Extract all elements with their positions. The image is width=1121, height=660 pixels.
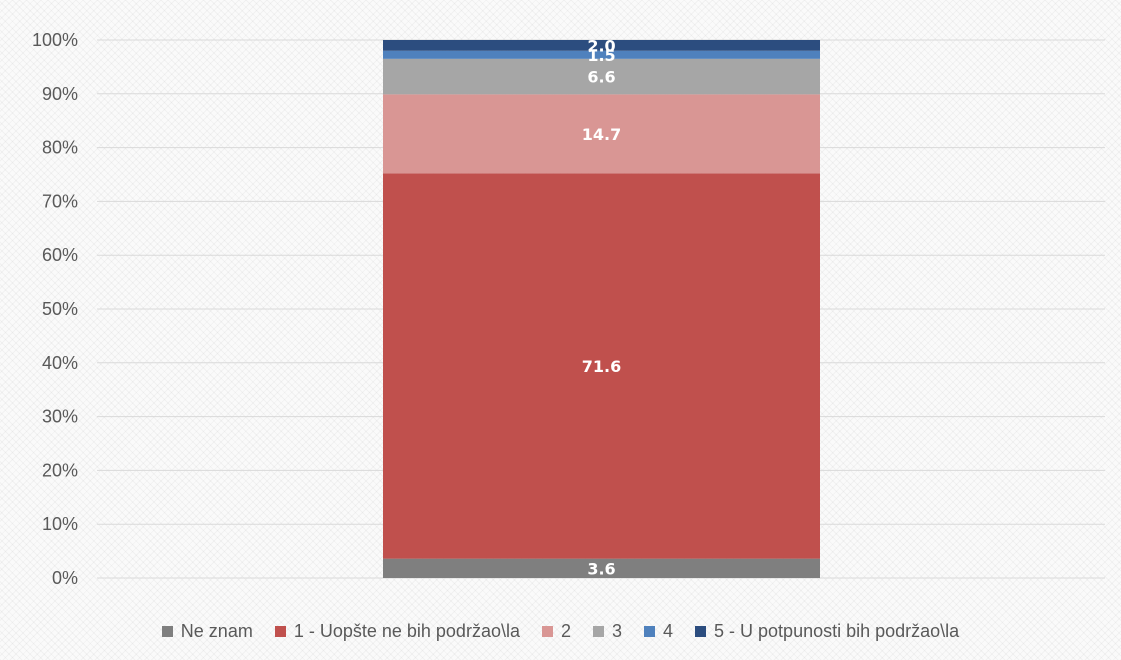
bar-segment: [383, 94, 820, 174]
legend-label: 5 - U potpunosti bih podržao\la: [714, 620, 960, 641]
y-tick-label: 60%: [42, 245, 78, 265]
y-tick-label: 70%: [42, 191, 78, 211]
legend-item: 2: [541, 620, 571, 642]
legend-item: 1 - Uopšte ne bih podržao\la: [274, 620, 520, 642]
data-label: 71.6: [582, 357, 621, 376]
legend-item: 4: [644, 621, 673, 642]
legend-swatch: [644, 625, 656, 637]
y-tick-label: 50%: [42, 299, 78, 319]
bar-segment: [383, 50, 820, 59]
legend-swatch: [274, 625, 286, 637]
y-tick-label: 0%: [52, 568, 78, 588]
legend-item: Ne znam: [161, 620, 253, 642]
bar-segments: [383, 40, 820, 578]
legend-swatch: [593, 625, 604, 637]
y-tick-label: 80%: [42, 138, 78, 158]
y-tick-label: 100%: [32, 30, 78, 50]
legend: Ne znam 1 - Uopšte ne bih podržao\la 2 3 4 5 …: [0, 616, 1121, 646]
data-labels: 3.6 71.6 14.7 6.6 1.52.0: [582, 36, 621, 578]
legend-swatch: [695, 625, 707, 637]
bar-segment: [383, 40, 820, 51]
legend-label: Ne znam: [180, 620, 253, 641]
y-axis-tick-labels: 0% 10% 20% 30% 40% 50% 60% 70% 80% 90% 100%: [32, 30, 78, 588]
stacked-bar-chart: 0% 10% 20% 30% 40% 50% 60% 70% 80% 90% 100% 3.6 71.…: [32, 30, 1105, 588]
data-label: 3.6: [587, 559, 615, 578]
legend-swatch: [541, 625, 553, 637]
data-label: 14.7: [582, 125, 621, 144]
legend-label: 1 - Uopšte ne bih podržao\la: [293, 620, 520, 641]
legend-label: 3: [612, 620, 623, 641]
legend-swatch: [161, 625, 173, 637]
data-label: 1.5: [587, 46, 615, 65]
y-tick-label: 10%: [42, 514, 78, 534]
legend-item: 5 - U potpunosti bih podržao\la: [695, 621, 959, 642]
bar-segment: [383, 58, 820, 95]
y-tick-label: 40%: [42, 353, 78, 373]
legend-label: 4: [663, 620, 674, 641]
y-tick-label: 30%: [42, 407, 78, 427]
bar-segment: [383, 558, 820, 578]
bar-segment: [383, 173, 820, 559]
legend-item: 3: [593, 621, 622, 642]
data-label: 2.0: [587, 36, 615, 55]
data-label: 6.6: [587, 68, 615, 87]
y-tick-label: 90%: [42, 84, 78, 104]
y-tick-label: 20%: [42, 460, 78, 480]
legend-label: 2: [560, 620, 571, 641]
